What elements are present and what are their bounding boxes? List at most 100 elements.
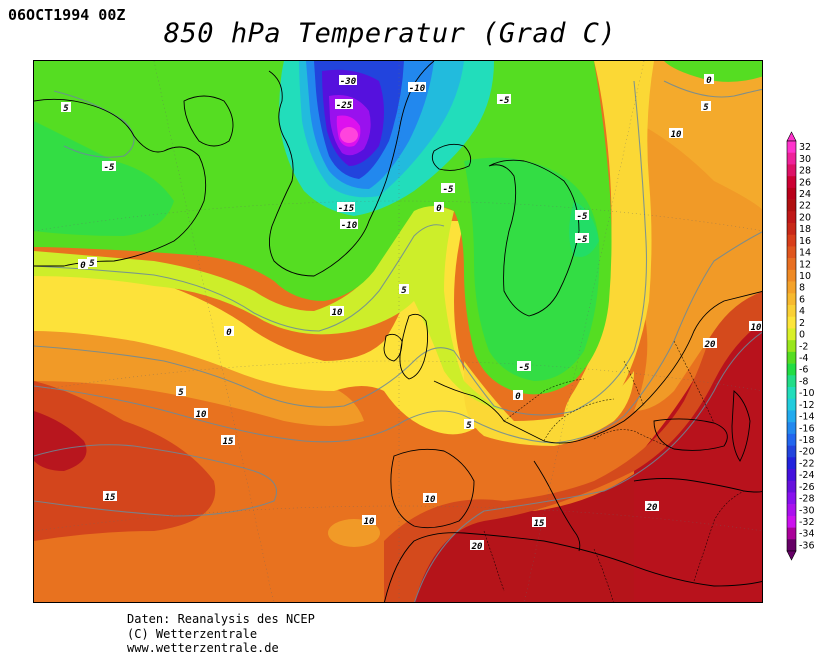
legend-label: -24 (799, 470, 815, 481)
legend-swatch (787, 188, 796, 200)
legend-swatch (787, 305, 796, 317)
legend-swatch (787, 164, 796, 176)
credits-website: www.wetterzentrale.de (127, 641, 315, 656)
contour-label: 0 (226, 328, 232, 338)
legend-label: 4 (799, 306, 805, 317)
legend-arrow-bottom (787, 551, 796, 560)
legend-swatch (787, 200, 796, 212)
legend-label: -34 (799, 529, 815, 540)
contour-label: 0 (706, 76, 712, 86)
legend-swatch (787, 153, 796, 165)
legend-label: -10 (799, 388, 815, 399)
legend-label: -12 (799, 400, 815, 411)
legend-label: 2 (799, 318, 805, 329)
legend-swatch (787, 375, 796, 387)
contour-label: 5 (63, 104, 69, 114)
legend-swatch (787, 539, 796, 551)
contour-label: -5 (519, 363, 530, 373)
legend-swatch (787, 387, 796, 399)
contour-label: -5 (577, 212, 588, 222)
contour-label: 15 (223, 437, 234, 447)
legend-label: 20 (799, 212, 811, 223)
legend-label: -14 (799, 412, 815, 423)
contour-label: 0 (80, 261, 86, 271)
legend-label: 14 (799, 248, 811, 259)
legend-label: -18 (799, 435, 815, 446)
legend-label: -28 (799, 494, 815, 505)
legend-label: -2 (799, 341, 808, 352)
contour-label: -10 (409, 84, 426, 94)
legend-label: 12 (799, 259, 811, 270)
legend-swatch (787, 223, 796, 235)
legend-label: 10 (799, 271, 811, 282)
legend-label: -16 (799, 423, 815, 434)
legend-label: -22 (799, 458, 815, 469)
legend-swatch (787, 457, 796, 469)
contour-label: -5 (443, 185, 454, 195)
color-legend: 32 30 28 26 24 22 20 18 16 14 12 10 8 6 4 2 0 -2 -4 -6 -8 -10… (783, 131, 825, 561)
legend-swatch (787, 270, 796, 282)
legend-swatch (787, 352, 796, 364)
legend-label: 32 (799, 142, 811, 153)
legend-label: 30 (799, 154, 811, 165)
legend-label: -32 (799, 517, 815, 528)
contour-label: -30 (340, 77, 357, 87)
legend-swatch (787, 492, 796, 504)
legend-arrow-top (787, 132, 796, 141)
legend-swatch (787, 481, 796, 493)
legend-swatch (787, 293, 796, 305)
credits: Daten: Reanalysis des NCEP (C) Wetterzen… (127, 612, 315, 656)
contour-label: -25 (336, 101, 353, 111)
legend-label: 22 (799, 201, 811, 212)
contour-label: 10 (671, 130, 682, 140)
contour-label: 0 (436, 204, 442, 214)
legend-label: 18 (799, 224, 811, 235)
contour-label: -10 (341, 221, 358, 231)
legend-swatch (787, 328, 796, 340)
legend-label: 24 (799, 189, 811, 200)
legend-swatch (787, 282, 796, 294)
legend-label: 26 (799, 177, 811, 188)
contour-label: 10 (425, 495, 436, 505)
contour-label: 5 (178, 388, 184, 398)
contour-label: 20 (646, 503, 658, 513)
legend-swatch (787, 317, 796, 329)
legend-swatch (787, 528, 796, 540)
legend-swatch (787, 258, 796, 270)
legend-swatch (787, 246, 796, 258)
legend-swatch (787, 504, 796, 516)
legend-label: 28 (799, 166, 811, 177)
legend-swatch (787, 422, 796, 434)
legend-label: -36 (799, 540, 815, 551)
contour-label: -5 (499, 96, 510, 106)
legend-label: 16 (799, 236, 811, 247)
contour-label: 15 (534, 519, 545, 529)
credits-copyright: (C) Wetterzentrale (127, 627, 315, 642)
legend-label: 6 (799, 294, 805, 305)
legend-swatch (787, 235, 796, 247)
legend-swatch (787, 434, 796, 446)
contour-label: 10 (364, 517, 375, 527)
field-pink-core (340, 127, 358, 143)
legend-label: -26 (799, 482, 815, 493)
legend-label: -8 (799, 376, 808, 387)
map-title: 850 hPa Temperatur (Grad C) (0, 18, 780, 49)
legend-swatch (787, 340, 796, 352)
legend-swatch (787, 469, 796, 481)
contour-label: 15 (105, 493, 116, 503)
contour-label: 5 (466, 421, 472, 431)
legend-swatch (787, 410, 796, 422)
legend-label: -4 (799, 353, 808, 364)
contour-label: 20 (704, 340, 716, 350)
legend-swatch (787, 399, 796, 411)
legend-label: -30 (799, 505, 815, 516)
legend-swatch (787, 211, 796, 223)
legend-label: 0 (799, 330, 805, 341)
contour-label: -5 (104, 163, 115, 173)
legend-swatch (787, 446, 796, 458)
legend-label: -6 (799, 365, 808, 376)
legend-swatch (787, 364, 796, 376)
legend-swatch (787, 516, 796, 528)
contour-label: 20 (471, 542, 483, 552)
contour-label: 5 (89, 259, 95, 269)
